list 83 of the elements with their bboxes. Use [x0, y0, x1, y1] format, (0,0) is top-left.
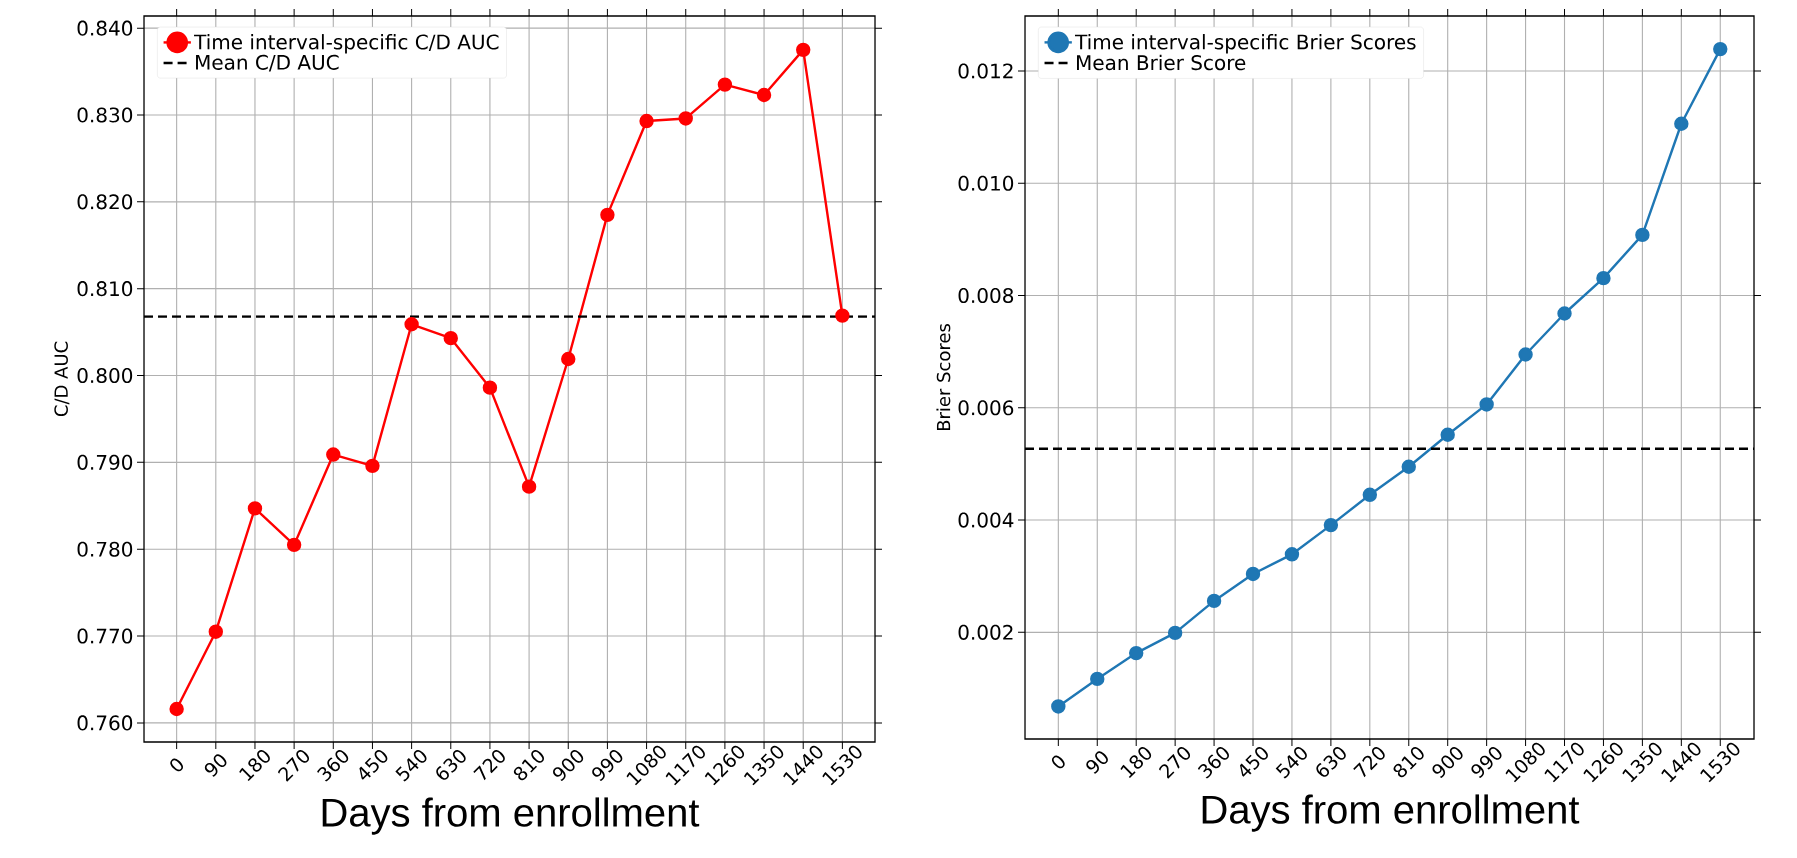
x-tick-label: 630: [1316, 747, 1346, 777]
point: [1284, 547, 1300, 562]
point: [404, 317, 419, 332]
x-tick-label: 360: [317, 750, 349, 782]
x-tick-label: 360: [1197, 747, 1229, 779]
x-tick-label: 0: [1051, 755, 1065, 769]
point: [1206, 593, 1222, 609]
x-tick-label: 180: [1120, 747, 1152, 779]
x-tick-label: 810: [513, 750, 544, 781]
y-tick-label: 0.010: [958, 175, 1014, 191]
x-tick-label: 450: [1240, 747, 1268, 777]
x-tick-label: 270: [277, 750, 310, 782]
point: [796, 42, 811, 58]
point: [1090, 671, 1105, 687]
x-tick-label: 540: [1275, 747, 1307, 779]
legend-label: Mean Brier Score: [1077, 54, 1246, 71]
y-axis-title: C/D AUC: [54, 341, 70, 417]
x-tick-label: 720: [1353, 747, 1385, 778]
point: [1167, 625, 1183, 641]
point: [1440, 427, 1455, 442]
point: [600, 207, 615, 223]
y-tick-label: 0.008: [958, 287, 1014, 304]
x-tick-label: 90: [1086, 751, 1108, 774]
point: [208, 624, 223, 639]
x-tick-label: 180: [239, 750, 270, 782]
y-tick-label: 0.820: [77, 194, 133, 210]
x-tick-label: 90: [204, 754, 227, 777]
y-tick-label: 0.830: [77, 107, 133, 123]
x-tick-label: 450: [359, 750, 388, 780]
point: [1674, 116, 1689, 131]
y-tick-label: 0.840: [77, 20, 133, 36]
x-axis-title: Days from enrollment: [322, 797, 700, 835]
y-tick-label: 0.002: [958, 624, 1013, 640]
x-tick-label: 270: [1158, 747, 1191, 779]
x-tick-label: 540: [395, 750, 427, 782]
legend-label: Mean C/D AUC: [196, 54, 339, 72]
point: [639, 113, 654, 129]
point: [717, 77, 733, 92]
y-tick-label: 0.770: [77, 628, 133, 644]
point: [1479, 397, 1494, 412]
point: [247, 501, 263, 516]
y-tick-label: 0.760: [77, 715, 133, 731]
point: [1245, 566, 1261, 582]
y-tick-label: 0.780: [77, 541, 133, 557]
point: [326, 447, 341, 462]
x-tick-label: 810: [1393, 747, 1424, 778]
point: [286, 537, 302, 553]
point: [1557, 306, 1572, 321]
point: [1129, 645, 1144, 661]
x-tick-label: 990: [1471, 747, 1502, 779]
x-tick-label: 720: [473, 750, 505, 781]
x-tick-label: 900: [1432, 747, 1463, 779]
point: [678, 111, 693, 126]
point: [561, 351, 576, 367]
y-tick-label: 0.800: [77, 367, 133, 384]
point: [1401, 459, 1416, 474]
point: [1713, 41, 1728, 57]
point: [1635, 227, 1650, 243]
y-tick-label: 0.006: [958, 400, 1014, 416]
y-tick-label: 0.790: [77, 454, 133, 470]
point: [1051, 699, 1066, 714]
x-axis-title: Days from enrollment: [1202, 794, 1580, 832]
point: [482, 380, 498, 395]
point: [365, 458, 380, 474]
y-tick-label: 0.004: [958, 512, 1014, 528]
point: [169, 701, 184, 717]
point: [835, 308, 850, 323]
legend-label: Time interval-specific C/D AUC: [194, 34, 499, 54]
x-tick-label: 990: [592, 750, 623, 782]
x-tick-label: 630: [436, 750, 466, 780]
point: [443, 330, 458, 346]
x-tick-label: 900: [553, 750, 584, 782]
y-tick-label: 0.810: [77, 281, 133, 297]
x-tick-label: 0: [170, 758, 184, 772]
point: [756, 87, 772, 103]
point: [1518, 347, 1533, 362]
y-axis-title: Brier Scores: [936, 324, 951, 431]
point: [1323, 517, 1339, 533]
legend-label: Time interval-specific Brier Scores: [1074, 34, 1416, 54]
y-tick-label: 0.012: [958, 63, 1013, 79]
point: [1596, 270, 1611, 286]
point: [521, 479, 537, 494]
point: [1362, 487, 1378, 503]
